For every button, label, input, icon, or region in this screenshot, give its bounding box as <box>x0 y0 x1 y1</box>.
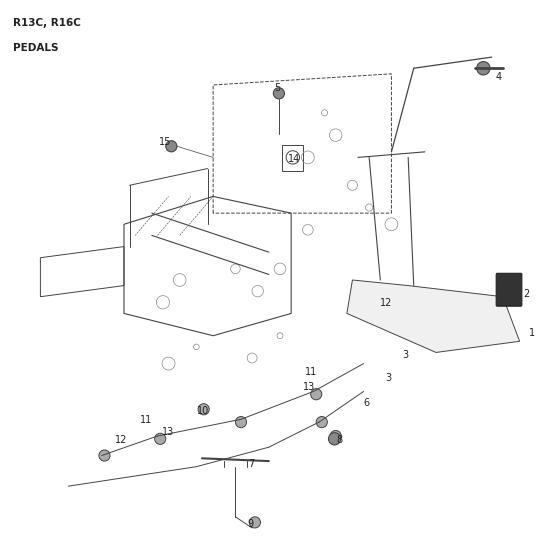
Text: R13C, R16C: R13C, R16C <box>12 18 81 28</box>
Text: 11: 11 <box>140 416 152 426</box>
Text: 14: 14 <box>288 153 300 164</box>
Text: 11: 11 <box>305 367 318 377</box>
Circle shape <box>235 417 246 428</box>
Text: 15: 15 <box>159 137 171 147</box>
Text: 4: 4 <box>496 72 502 82</box>
Text: 5: 5 <box>274 83 281 93</box>
Text: 13: 13 <box>303 382 315 392</box>
Circle shape <box>311 389 322 400</box>
Circle shape <box>99 450 110 461</box>
Circle shape <box>249 517 260 528</box>
Text: 13: 13 <box>162 427 175 437</box>
Circle shape <box>198 404 209 415</box>
Circle shape <box>477 62 490 75</box>
Circle shape <box>329 433 340 445</box>
FancyBboxPatch shape <box>496 273 522 306</box>
Text: 9: 9 <box>248 519 254 529</box>
Circle shape <box>316 417 328 428</box>
Text: 8: 8 <box>337 435 343 445</box>
Circle shape <box>155 433 166 445</box>
Text: PEDALS: PEDALS <box>12 43 58 53</box>
Circle shape <box>166 141 177 152</box>
Circle shape <box>273 88 284 99</box>
Text: 1: 1 <box>529 328 535 338</box>
Text: 12: 12 <box>380 298 392 309</box>
Circle shape <box>330 431 341 442</box>
Text: 6: 6 <box>363 398 370 408</box>
Text: 3: 3 <box>386 372 392 382</box>
Text: 12: 12 <box>115 435 127 445</box>
Circle shape <box>383 298 392 307</box>
Polygon shape <box>347 280 520 352</box>
Text: 10: 10 <box>197 406 209 416</box>
Text: 7: 7 <box>248 459 254 469</box>
Text: 3: 3 <box>402 350 408 360</box>
Text: 2: 2 <box>523 289 529 299</box>
